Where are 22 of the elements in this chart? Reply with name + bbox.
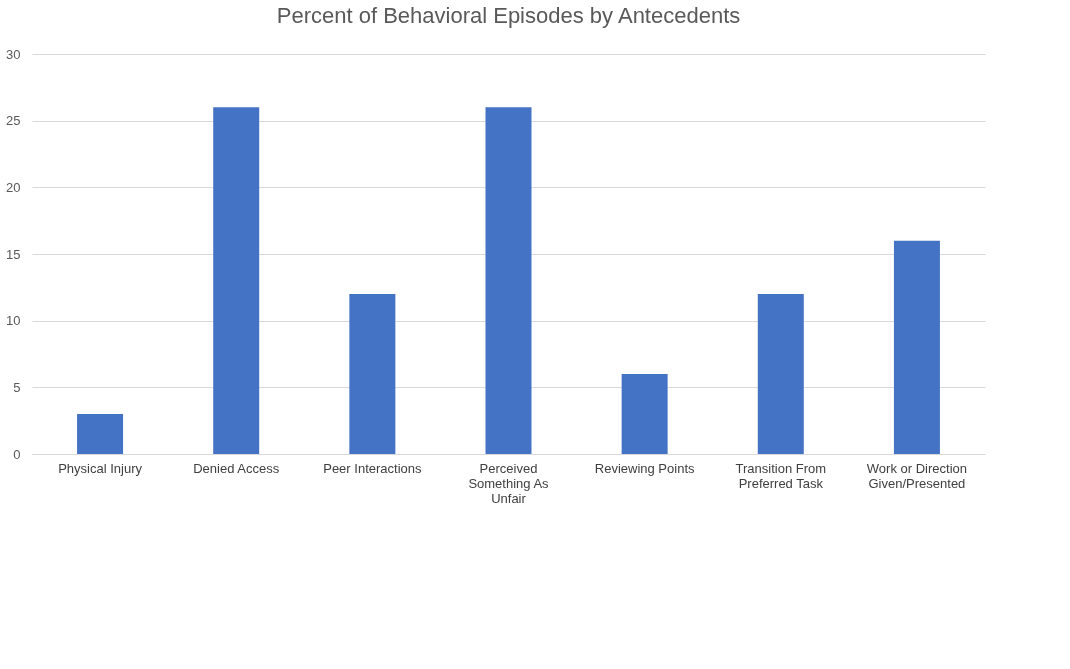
- bar: [485, 107, 532, 454]
- x-tick-label: Peer Interactions: [323, 460, 422, 476]
- y-tick-label: 25: [6, 113, 21, 129]
- x-tick-label: Denied Access: [193, 460, 280, 476]
- bar: [757, 294, 804, 454]
- y-tick-label: 0: [13, 446, 21, 462]
- x-tick-label: Reviewing Points: [594, 460, 695, 476]
- bar: [349, 294, 396, 454]
- bar: [893, 240, 940, 454]
- bar: [77, 414, 124, 454]
- y-tick-label: 10: [6, 313, 21, 329]
- bar: [621, 374, 668, 454]
- y-tick-label: 5: [13, 379, 21, 395]
- y-tick-label: 30: [6, 46, 21, 62]
- x-tick-label: Transition From Preferred Task: [735, 460, 827, 491]
- chart-title: Percent of Behavioral Episodes by Antecedents: [276, 3, 741, 28]
- y-tick-label: 20: [6, 179, 21, 195]
- x-tick-label: Physical Injury: [58, 460, 143, 476]
- x-tick-label: Perceived Something As Unfair: [468, 460, 550, 506]
- y-tick-label: 15: [6, 246, 21, 262]
- bar: [213, 107, 260, 454]
- x-tick-label: Work or Direction Given/Presented: [866, 460, 968, 491]
